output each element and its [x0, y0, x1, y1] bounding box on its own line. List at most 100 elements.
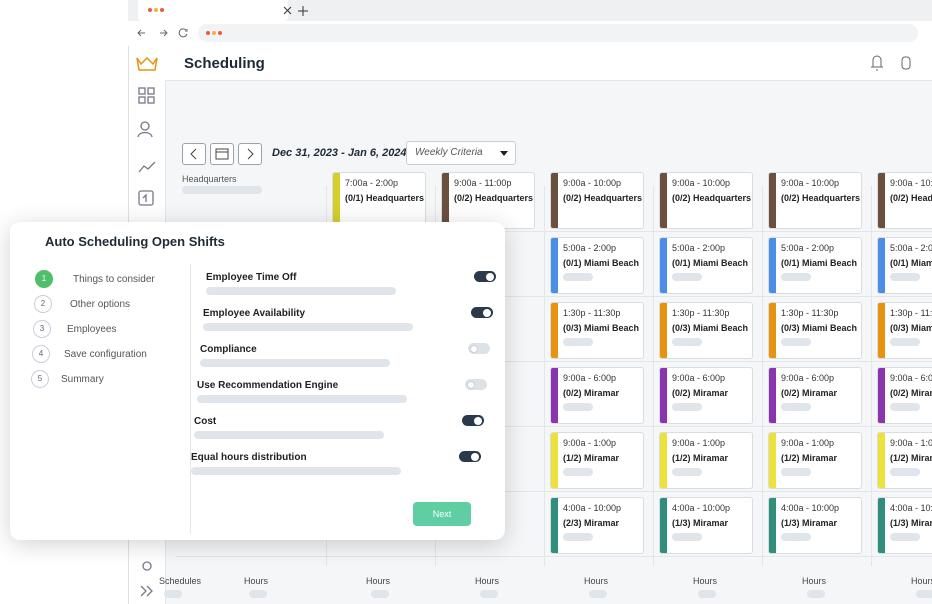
row-line — [176, 296, 932, 297]
step-item[interactable]: 1 Things to consider — [35, 270, 155, 288]
shift-card[interactable]: 9:00a - 6:00p (0/2) Miramar — [659, 367, 753, 424]
shift-placeholder — [672, 273, 702, 281]
option-row: Use Recommendation Engine — [197, 379, 487, 403]
criteria-dropdown[interactable]: Weekly Criteria — [406, 141, 516, 165]
sidebar-icons[interactable] — [129, 46, 165, 604]
shift-card[interactable]: 5:00a - 2:00p (0/1) Miami Beach — [768, 237, 862, 294]
column-line — [762, 186, 763, 566]
shift-card[interactable]: 9:00a - 10:00p (0/2) Headquarters — [877, 172, 932, 229]
shift-label: (0/2) Miramar — [781, 388, 838, 398]
step-label: Summary — [61, 374, 104, 385]
step-item[interactable]: 3 Employees — [33, 320, 116, 338]
shift-placeholder — [672, 338, 702, 346]
footer-label: Schedules — [159, 576, 202, 586]
shift-color-bar — [660, 433, 667, 488]
shift-card[interactable]: 5:00a - 2:00p (0/1) Miami Beach — [877, 237, 932, 294]
shift-card[interactable]: 7:00a - 2:00p (0/1) Headquarters — [332, 172, 426, 229]
nav-icons[interactable] — [136, 21, 196, 45]
shift-card[interactable]: 4:00a - 10:00p (2/3) Miramar — [550, 497, 644, 554]
shift-card[interactable]: 9:00a - 6:00p (0/2) Miramar — [550, 367, 644, 424]
shift-card[interactable]: 5:00a - 2:00p (0/1) Miami Beach — [550, 237, 644, 294]
shift-card[interactable]: 9:00a - 6:00p (0/2) Miramar — [768, 367, 862, 424]
row-line — [176, 491, 932, 492]
option-row: Employee Availability — [203, 307, 493, 331]
calendar-button[interactable] — [210, 143, 234, 165]
shift-color-bar — [878, 498, 885, 553]
shift-card[interactable]: 9:00a - 6:00p (0/2) Miramar — [877, 367, 932, 424]
shift-card[interactable]: 9:00a - 1:00p (1/2) Miramar — [550, 432, 644, 489]
shift-color-bar — [878, 238, 885, 293]
next-week-button[interactable] — [238, 143, 262, 165]
step-item[interactable]: 4 Save configuration — [32, 345, 147, 363]
option-toggle[interactable] — [462, 415, 484, 426]
shift-label: (0/1) Miami Beach — [672, 258, 749, 268]
shift-label: (0/2) Headquarters — [454, 193, 534, 203]
header-icons[interactable] — [865, 46, 925, 80]
shift-card[interactable]: 1:30p - 11:30p (0/3) Miami Beach — [550, 302, 644, 359]
shift-card[interactable]: 9:00a - 1:00p (1/2) Miramar — [768, 432, 862, 489]
step-number: 5 — [31, 370, 49, 388]
shift-card[interactable]: 9:00a - 10:00p (0/2) Headquarters — [768, 172, 862, 229]
shift-card[interactable]: 9:00a - 10:00p (0/2) Headquarters — [659, 172, 753, 229]
shift-time: 9:00a - 11:00p — [454, 178, 512, 188]
shift-label: (0/3) Miami Beach — [563, 323, 640, 333]
footer-label: Hours — [244, 576, 269, 586]
shift-card[interactable]: 5:00a - 2:00p (0/1) Miami Beach — [659, 237, 753, 294]
step-item[interactable]: 2 Other options — [34, 295, 130, 313]
shift-label: (0/2) Miramar — [563, 388, 620, 398]
shift-label: (1/3) Miramar — [781, 518, 838, 528]
shift-card[interactable]: 4:00a - 10:00p (1/3) Miramar — [768, 497, 862, 554]
shift-card[interactable]: 9:00a - 11:00p (0/2) Headquarters — [441, 172, 535, 229]
shift-card[interactable]: 1:30p - 11:30p (0/3) Miami Beach — [877, 302, 932, 359]
option-toggle[interactable] — [465, 379, 487, 390]
option-toggle[interactable] — [471, 307, 493, 318]
prev-week-button[interactable] — [182, 143, 206, 165]
option-placeholder — [197, 395, 407, 403]
shift-placeholder — [781, 273, 811, 281]
option-toggle[interactable] — [459, 451, 481, 462]
shift-placeholder — [563, 468, 593, 476]
footer-label: Hours — [693, 576, 718, 586]
shift-card[interactable]: 4:00a - 10:00p (1/3) Miramar — [877, 497, 932, 554]
next-button[interactable]: Next — [413, 502, 471, 526]
next-icon — [247, 148, 254, 160]
browser-tab[interactable] — [138, 0, 292, 21]
shift-label: (0/1) Miami Beach — [890, 258, 932, 268]
shift-color-bar — [878, 368, 885, 423]
shift-color-bar — [551, 238, 558, 293]
close-tab-icon[interactable] — [283, 6, 293, 16]
shift-placeholder — [781, 533, 811, 541]
shift-color-bar — [769, 173, 776, 228]
address-field[interactable] — [198, 24, 918, 42]
shift-color-bar — [333, 173, 340, 228]
shift-time: 5:00a - 2:00p — [563, 243, 617, 253]
step-item[interactable]: 5 Summary — [31, 370, 104, 388]
shift-time: 9:00a - 6:00p — [781, 373, 835, 383]
new-tab-icon[interactable] — [298, 6, 308, 16]
footer-placeholder — [164, 590, 182, 598]
shift-time: 1:30p - 11:30p — [890, 308, 932, 318]
shift-time: 9:00a - 10:00p — [563, 178, 622, 188]
address-dots — [206, 31, 222, 35]
option-toggle[interactable] — [468, 343, 490, 354]
location-label: Headquarters — [182, 174, 237, 184]
shift-placeholder — [563, 533, 593, 541]
shift-label: (0/2) Headquarters — [781, 193, 861, 203]
shift-color-bar — [769, 238, 776, 293]
window-dots — [148, 8, 164, 12]
option-toggle[interactable] — [474, 271, 496, 282]
shift-time: 5:00a - 2:00p — [672, 243, 726, 253]
option-label: Employee Time Off — [206, 272, 297, 283]
shift-card[interactable]: 9:00a - 10:00p (0/2) Headquarters — [550, 172, 644, 229]
option-placeholder — [200, 359, 390, 367]
footer-placeholder — [249, 590, 267, 598]
footer-label: Hours — [584, 576, 609, 586]
step-label: Save configuration — [64, 349, 147, 360]
shift-card[interactable]: 4:00a - 10:00p (1/3) Miramar — [659, 497, 753, 554]
option-label: Compliance — [200, 344, 257, 355]
shift-card[interactable]: 1:30p - 11:30p (0/3) Miami Beach — [768, 302, 862, 359]
shift-card[interactable]: 9:00a - 1:00p (1/2) Miramar — [877, 432, 932, 489]
shift-placeholder — [672, 403, 702, 411]
shift-card[interactable]: 1:30p - 11:30p (0/3) Miami Beach — [659, 302, 753, 359]
shift-card[interactable]: 9:00a - 1:00p (1/2) Miramar — [659, 432, 753, 489]
